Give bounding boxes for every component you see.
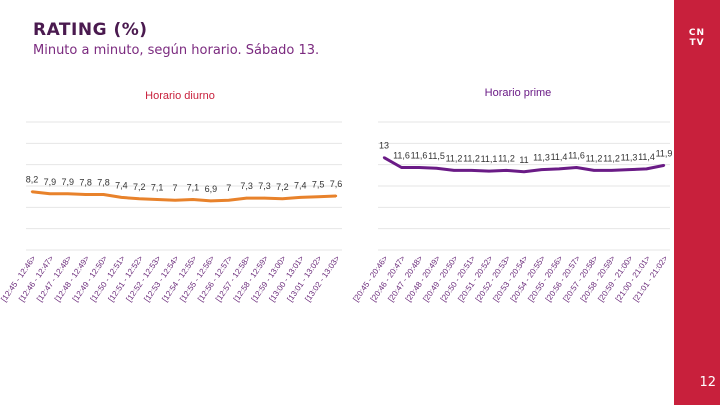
- data-label: 7,4: [115, 180, 128, 190]
- data-point: [592, 169, 596, 172]
- data-point: [120, 196, 123, 199]
- data-label: 6,9: [205, 184, 218, 194]
- data-point: [66, 192, 69, 196]
- data-point: [84, 193, 87, 196]
- data-label: 7: [226, 183, 231, 193]
- data-point: [245, 196, 248, 200]
- data-label: 7,3: [240, 181, 253, 191]
- data-label: 8,2: [26, 175, 39, 185]
- data-point: [575, 166, 578, 169]
- data-point: [400, 166, 403, 169]
- data-point: [610, 169, 613, 172]
- data-point: [452, 169, 456, 172]
- data-point: [138, 197, 141, 200]
- data-point: [505, 169, 508, 172]
- data-label: 11,5: [428, 151, 445, 161]
- data-point: [645, 167, 648, 171]
- data-point: [30, 190, 34, 193]
- data-label: 11,2: [586, 153, 603, 163]
- data-label: 7,1: [187, 183, 200, 193]
- data-point: [470, 169, 473, 172]
- data-label: 7: [173, 183, 178, 193]
- data-point: [382, 156, 386, 159]
- chart-panel-diurno: Horario diurno 8,2 7,9 7,9 7,8 7,8 7,4 7,2 7,1 7…: [0, 90, 342, 303]
- data-label: 11,1: [481, 154, 498, 164]
- data-label: 7,2: [276, 182, 289, 192]
- data-point: [334, 194, 338, 198]
- data-label: 7,1: [151, 183, 164, 193]
- data-point: [299, 196, 302, 199]
- data-label: 11,9: [656, 148, 673, 158]
- data-point: [263, 196, 266, 200]
- data-point: [102, 193, 105, 196]
- data-label: 7,8: [97, 178, 110, 188]
- data-point: [435, 167, 438, 170]
- data-label: 7,3: [258, 181, 271, 191]
- chart-title-diurno: Horario diurno: [145, 90, 215, 102]
- page-subtitle: Minuto a minuto, según horario. Sábado 1…: [33, 43, 320, 58]
- page-number: 12: [699, 375, 716, 390]
- data-point: [227, 199, 230, 202]
- brand-sidebar: CN TV 12: [674, 0, 720, 405]
- data-point: [522, 170, 526, 173]
- data-point: [281, 197, 284, 200]
- data-label: 11,2: [446, 153, 463, 163]
- data-label: 7,6: [330, 179, 343, 189]
- data-point: [487, 169, 491, 173]
- data-point: [540, 168, 543, 171]
- data-label: 11,2: [498, 153, 515, 163]
- data-label: 7,8: [79, 178, 92, 188]
- data-point: [191, 198, 195, 201]
- data-label: 13: [379, 141, 389, 151]
- data-label: 11,3: [621, 153, 638, 163]
- data-point: [316, 195, 320, 198]
- series-line-diurno: [31, 190, 337, 203]
- data-label: 11,2: [603, 153, 620, 163]
- data-point: [173, 199, 177, 202]
- data-label: 11,3: [533, 153, 550, 163]
- data-point: [627, 168, 631, 171]
- data-label: 7,5: [312, 180, 325, 190]
- data-label: 11: [519, 155, 528, 165]
- data-point: [155, 198, 159, 201]
- data-label: 11,2: [463, 153, 480, 163]
- rating-charts: Horario diurno 8,2 7,9 7,9 7,8 7,8 7,4 7,2 7,1 7…: [0, 87, 672, 303]
- data-label: 7,9: [44, 177, 57, 187]
- chart-title-prime: Horario prime: [485, 87, 552, 99]
- data-point: [662, 164, 666, 167]
- data-label: 7,9: [62, 177, 75, 187]
- data-point: [417, 166, 421, 169]
- data-point: [557, 167, 561, 171]
- data-label: 7,4: [294, 180, 307, 190]
- data-label: 11,6: [411, 151, 428, 161]
- page-title: RATING (%): [33, 20, 148, 40]
- data-point: [48, 192, 52, 196]
- data-point: [209, 199, 213, 203]
- data-label: 11,6: [568, 151, 585, 161]
- data-label: 11,6: [393, 151, 410, 161]
- cntv-logo: CN TV: [688, 28, 706, 48]
- data-label: 7,2: [133, 182, 146, 192]
- data-label: 11,4: [638, 152, 655, 162]
- data-label: 11,4: [551, 152, 568, 162]
